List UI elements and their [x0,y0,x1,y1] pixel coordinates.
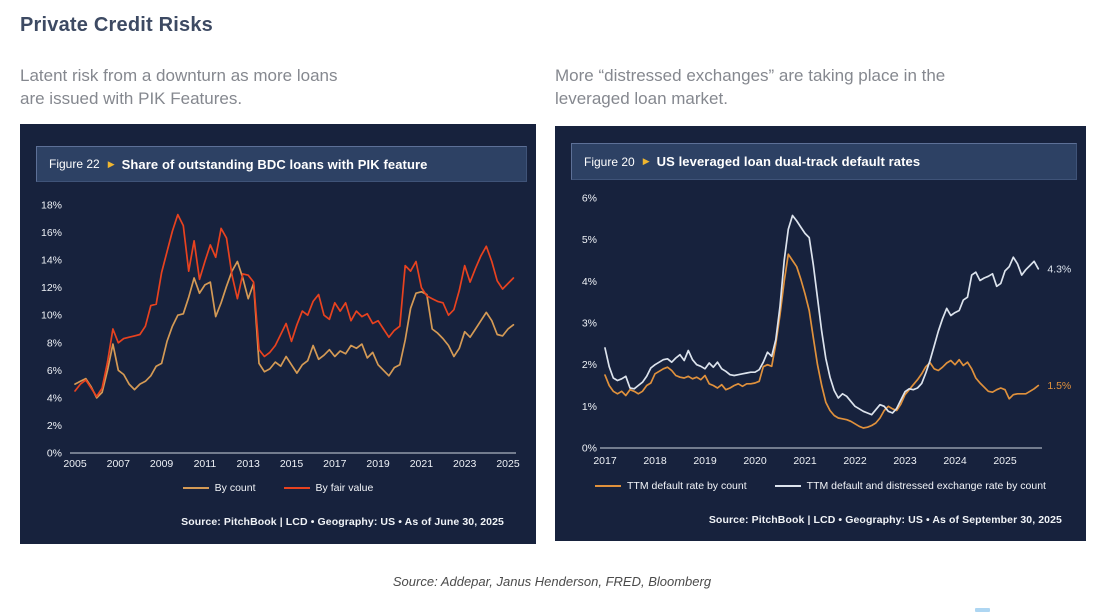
legend-item: TTM default rate by count [595,480,747,492]
note-left: Latent risk from a downturn as more loan… [20,66,338,108]
x-tick-label: 2019 [693,455,717,467]
x-tick-label: 2013 [237,458,261,470]
y-tick-label: 10% [41,310,62,322]
x-tick-label: 2024 [943,455,967,467]
x-tick-label: 2017 [323,458,347,470]
x-tick-label: 2021 [793,455,817,467]
legend-swatch [595,485,622,487]
y-tick-label: 4% [47,392,62,404]
legend-swatch [283,487,310,489]
legend-swatch [182,487,209,489]
y-tick-label: 16% [41,227,62,239]
legend-item: By fair value [283,482,374,494]
chart-source: Source: PitchBook | LCD • Geography: US … [181,516,504,528]
chart-legend: TTM default rate by count TTM default and… [555,480,1086,492]
y-tick-label: 8% [47,337,62,349]
footer-source: Source: Addepar, Janus Henderson, FRED, … [392,574,712,589]
x-tick-label: 2022 [843,455,867,467]
y-tick-label: 4% [582,276,597,288]
x-tick-label: 2015 [280,458,304,470]
series-end-label: 1.5% [1047,380,1071,392]
series-line-by-fair-value [74,213,515,398]
default-rates-chart-panel: 0% 1% 2% 3% 4% 5% 6% 2017 2018 2019 2020 2021 2022 20… [555,126,1086,541]
y-tick-label: 1% [582,401,597,413]
x-tick-label: 2005 [63,458,87,470]
chart-source: Source: PitchBook | LCD • Geography: US … [708,514,1062,526]
y-tick-label: 3% [582,317,597,329]
chart-legend: By count By fair value [20,482,536,494]
legend-label: By fair value [315,482,374,494]
y-tick-label: 18% [41,199,62,211]
x-tick-label: 2007 [107,458,131,470]
series-end-label: 4.3% [1047,263,1071,275]
y-tick-label: 2% [47,420,62,432]
y-tick-label: 6% [47,365,62,377]
x-tick-label: 2023 [893,455,917,467]
legend-label: TTM default rate by count [627,480,747,492]
series-line-by-count [74,260,515,399]
x-tick-label: 2021 [410,458,434,470]
note-right: More “distressed exchanges” are taking p… [555,66,946,108]
y-tick-label: 14% [41,255,62,267]
series-line-ttm-default-and-distressed-exchange-rate-by-count [604,214,1040,416]
pik-chart-panel: 0% 2% 4% 6% 8% 10% 12% 14% 16% 18% 2005 2007 2009 201… [20,124,536,544]
series-line-ttm-default-rate-by-count [604,253,1040,429]
pik-chart-canvas: 0% 2% 4% 6% 8% 10% 12% 14% 16% 18% 2005 2007 2009 201… [41,199,520,470]
figure-band: Figure 22 ▶ Share of outstanding BDC loa… [36,146,527,182]
figure-title: US leveraged loan dual-track default rat… [656,154,921,169]
legend-swatch [774,485,801,487]
y-tick-label: 2% [582,359,597,371]
x-tick-label: 2019 [366,458,390,470]
x-tick-label: 2025 [496,458,520,470]
legend-item: TTM default and distressed exchange rate… [774,480,1046,492]
default-rates-chart-canvas: 0% 1% 2% 3% 4% 5% 6% 2017 2018 2019 2020 2021 2022 20… [582,192,1071,467]
x-tick-label: 2011 [194,458,217,470]
legend-label: TTM default and distressed exchange rate… [806,480,1046,492]
y-tick-label: 0% [582,443,597,455]
x-tick-label: 2018 [643,455,667,467]
figure-label: Figure 22 [49,157,100,171]
legend-item: By count [182,482,256,494]
x-tick-label: 2020 [743,455,767,467]
partial-logo-fragment [975,608,990,612]
figure-arrow-icon: ▶ [107,158,115,169]
figure-title: Share of outstanding BDC loans with PIK … [121,156,428,172]
figure-label: Figure 20 [584,154,635,169]
y-tick-label: 5% [582,234,597,246]
figure-arrow-icon: ▶ [642,156,650,166]
figure-band: Figure 20 ▶ US leveraged loan dual-track… [571,143,1077,180]
x-tick-label: 2025 [993,455,1017,467]
y-tick-label: 0% [47,448,62,460]
x-tick-label: 2009 [150,458,174,470]
legend-label: By count [214,482,256,494]
page-title: Private Credit Risks [20,14,213,36]
x-tick-label: 2017 [593,455,617,467]
y-tick-label: 6% [582,192,597,204]
y-tick-label: 12% [41,282,62,294]
x-tick-label: 2023 [453,458,477,470]
